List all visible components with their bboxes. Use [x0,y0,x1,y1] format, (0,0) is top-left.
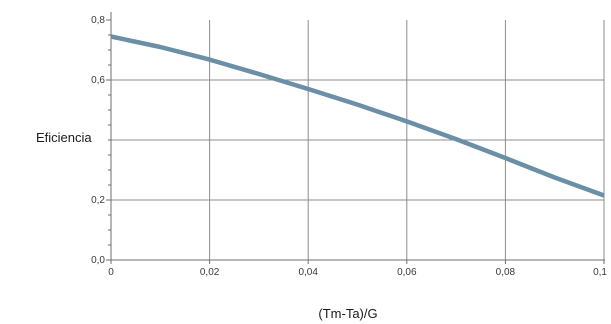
y-tick-label: 0,8 [91,15,105,26]
series-layer [110,34,605,198]
x-axis-title: (Tm-Ta)/G [318,306,377,321]
x-tick-label: 0,02 [200,267,220,278]
axes [106,12,605,264]
x-tick-label: 0 [108,267,114,278]
tick-labels: 0,0 0,2 0,6 0,8 0 0,02 0,04 0,06 0,08 0,1 [91,15,607,278]
grid [111,20,605,260]
x-tick-label: 0,08 [496,267,516,278]
x-tick-label: 0,04 [298,267,318,278]
y-axis-title: Eficiencia [36,130,92,145]
x-tick-label: 0,1 [593,267,607,278]
y-tick-label: 0,2 [91,195,105,206]
y-tick-label: 0,0 [91,255,105,266]
y-tick-label: 0,6 [91,75,105,86]
efficiency-curve [110,34,605,198]
x-tick-label: 0,06 [397,267,417,278]
